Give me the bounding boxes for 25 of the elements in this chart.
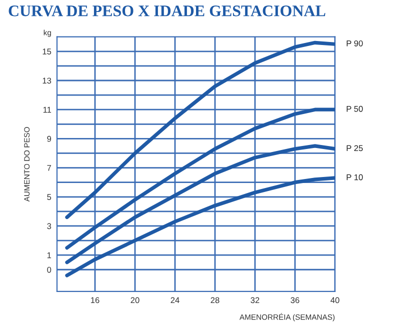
y-tick-label: 7 [47, 165, 52, 171]
x-tick-label: 32 [250, 297, 260, 304]
y-tick-label: 0 [47, 266, 52, 273]
series-label: P 10 [346, 174, 363, 180]
y-tick-label: 11 [43, 106, 52, 113]
series-label: P 90 [346, 40, 363, 46]
series-label: P 50 [346, 106, 363, 112]
line-series [65, 176, 335, 278]
y-tick-label: 15 [42, 48, 52, 54]
line-series [65, 40, 335, 220]
x-tick-label: 28 [210, 297, 220, 304]
x-tick-label: 20 [130, 297, 140, 304]
line-series [65, 108, 335, 250]
y-tick-label: 1 [47, 252, 52, 258]
y-tick-label: 9 [47, 136, 52, 142]
x-tick-label: 36 [290, 297, 300, 304]
y-tick-label: 13 [42, 78, 52, 84]
x-tick-label: 40 [330, 297, 340, 304]
y-tick-label: 5 [47, 194, 52, 200]
y-tick-label: 3 [47, 223, 52, 230]
x-tick-label: 24 [170, 297, 180, 304]
chart-title: CURVA DE PESO X IDADE GESTACIONAL [8, 6, 326, 16]
line-series [65, 144, 335, 264]
x-tick-label: 16 [91, 297, 100, 304]
series-label: P 25 [346, 145, 363, 152]
